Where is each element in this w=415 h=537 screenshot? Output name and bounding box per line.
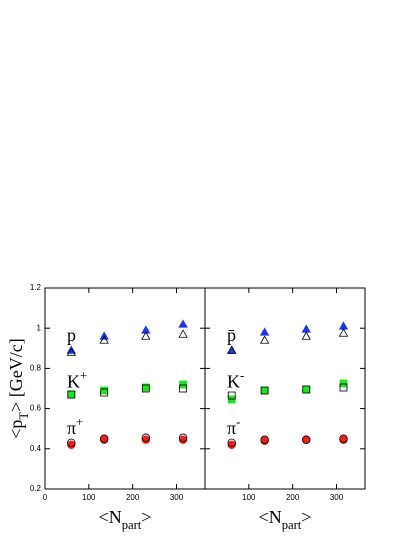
circle-marker [141,435,151,444]
triangle-marker [66,347,76,356]
circle-marker [178,433,188,442]
x-axis-label: <Npart> [259,507,312,532]
triangle-marker [259,335,270,344]
circle-marker [260,435,269,444]
square-marker [100,386,109,395]
square-marker [227,395,236,404]
label-tail: > [GeV/c] [6,338,26,412]
label-sub: part [282,518,302,532]
triangle-marker [227,345,237,354]
square-marker [302,385,311,394]
triangle-marker [301,324,311,333]
circle-marker [227,438,236,447]
square-marker [260,386,269,395]
label-text: <N [99,507,122,527]
square-marker [227,391,236,400]
species-label: p̄ [227,325,236,345]
x-tick-label: 300 [170,493,184,502]
square-marker [67,390,76,399]
triangle-marker [227,345,237,354]
label-text: π [67,418,76,438]
x-tick-label: 0 [43,493,48,502]
panel-frame [204,287,366,490]
circle-marker [141,433,151,442]
label-sup: + [80,368,87,382]
circle-marker [67,438,76,447]
species-label: K+ [67,368,87,391]
species-label: π- [227,415,240,438]
square-marker [141,384,150,393]
square-marker [260,386,269,395]
triangle-marker [301,331,311,340]
y-tick-label: 0.4 [30,444,42,453]
label-tail: > [301,507,311,527]
label-sup: - [236,415,240,429]
label-sub: T [17,412,31,420]
species-label: π+ [67,415,83,438]
triangle-marker [141,325,151,334]
square-marker [179,384,187,393]
species-label: K- [227,368,244,391]
square-marker [100,388,109,397]
triangle-marker [141,331,151,340]
label-sub: part [122,518,142,532]
label-text: <p [6,420,26,439]
label-text: p [67,325,76,345]
square-marker [302,385,311,394]
label-text: K [67,372,80,392]
label-text: π [227,418,236,438]
square-marker [67,390,76,399]
x-tick-label: 300 [330,493,344,502]
triangle-marker [338,328,349,337]
triangle-marker [338,321,349,330]
y-axis-label: <pT> [GeV/c] [6,338,31,438]
circle-marker [67,440,76,449]
square-marker [339,383,348,392]
y-tick-label: 0.8 [30,364,42,373]
x-tick-label: 200 [126,493,140,502]
label-tail: > [141,507,151,527]
y-tick-label: 0.2 [30,484,42,493]
species-label: p [67,325,76,345]
square-marker [339,379,348,388]
label-text: p̄ [227,325,236,345]
label-sup: + [76,415,83,429]
label-sup: - [240,368,244,382]
square-marker [179,380,187,389]
y-tick-label: 1.2 [30,283,42,292]
circle-marker [178,435,188,444]
triangle-marker [259,327,270,336]
triangle-marker [99,335,109,344]
circle-marker [99,434,109,443]
circle-marker [302,435,311,444]
x-tick-label: 200 [286,493,300,502]
triangle-marker [66,345,76,354]
circle-marker [339,434,348,443]
x-tick-label: 100 [242,493,256,502]
triangle-marker [178,319,188,328]
label-text: <N [259,507,282,527]
x-tick-label: 100 [82,493,96,502]
triangle-marker [178,329,188,338]
y-tick-label: 0.6 [30,404,42,413]
y-tick-label: 1 [37,323,42,332]
label-text: K [227,372,240,392]
x-axis-label: <Npart> [99,507,152,532]
circle-marker [227,440,236,449]
